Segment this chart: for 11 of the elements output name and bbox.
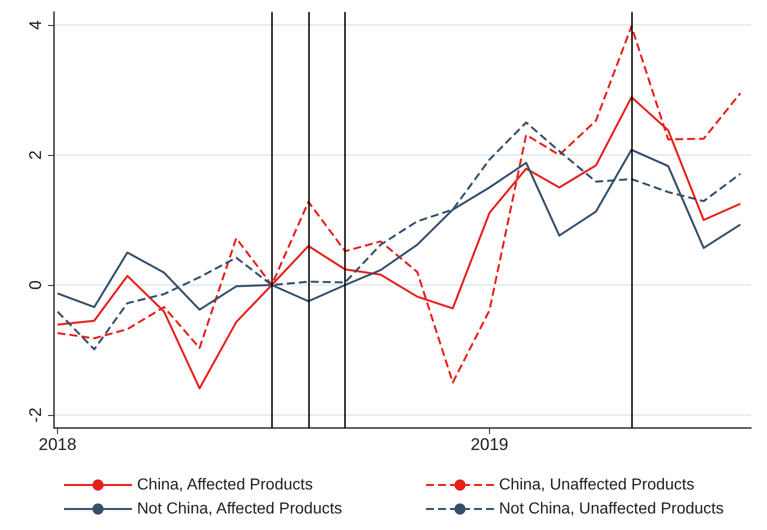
- x-tick-label: 2019: [470, 435, 508, 454]
- x-tick-label: 2018: [38, 435, 76, 454]
- line-series: [56, 122, 742, 350]
- y-tick-label: 2: [26, 150, 45, 160]
- legend-label: China, Unaffected Products: [499, 476, 694, 494]
- y-tick-label: 0: [26, 280, 45, 290]
- legend-label: China, Affected Products: [137, 476, 313, 494]
- legend-label: Not China, Unaffected Products: [499, 500, 724, 518]
- legend-label: Not China, Affected Products: [137, 500, 342, 518]
- y-tick-label: 4: [26, 20, 45, 30]
- y-tick-label: -2: [26, 407, 45, 423]
